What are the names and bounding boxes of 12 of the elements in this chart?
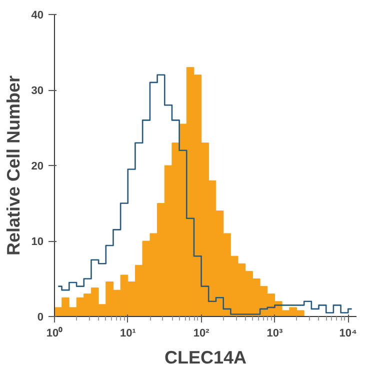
y-axis-title: Relative Cell Number [3, 75, 24, 256]
x-tick-label: 10⁴ [339, 328, 357, 340]
x-axis-title: CLEC14A [164, 348, 247, 368]
x-tick-label: 10² [193, 328, 210, 340]
y-tick-label: 10 [31, 236, 44, 248]
x-tick-label: 10³ [266, 328, 284, 340]
x-tick-label: 10⁰ [46, 326, 63, 340]
y-tick-label: 30 [31, 85, 44, 97]
y-tick-label: 0 [37, 312, 44, 324]
y-tick-label: 20 [31, 160, 44, 172]
x-tick-label: 10¹ [120, 328, 136, 340]
y-tick-label: 40 [31, 10, 44, 22]
